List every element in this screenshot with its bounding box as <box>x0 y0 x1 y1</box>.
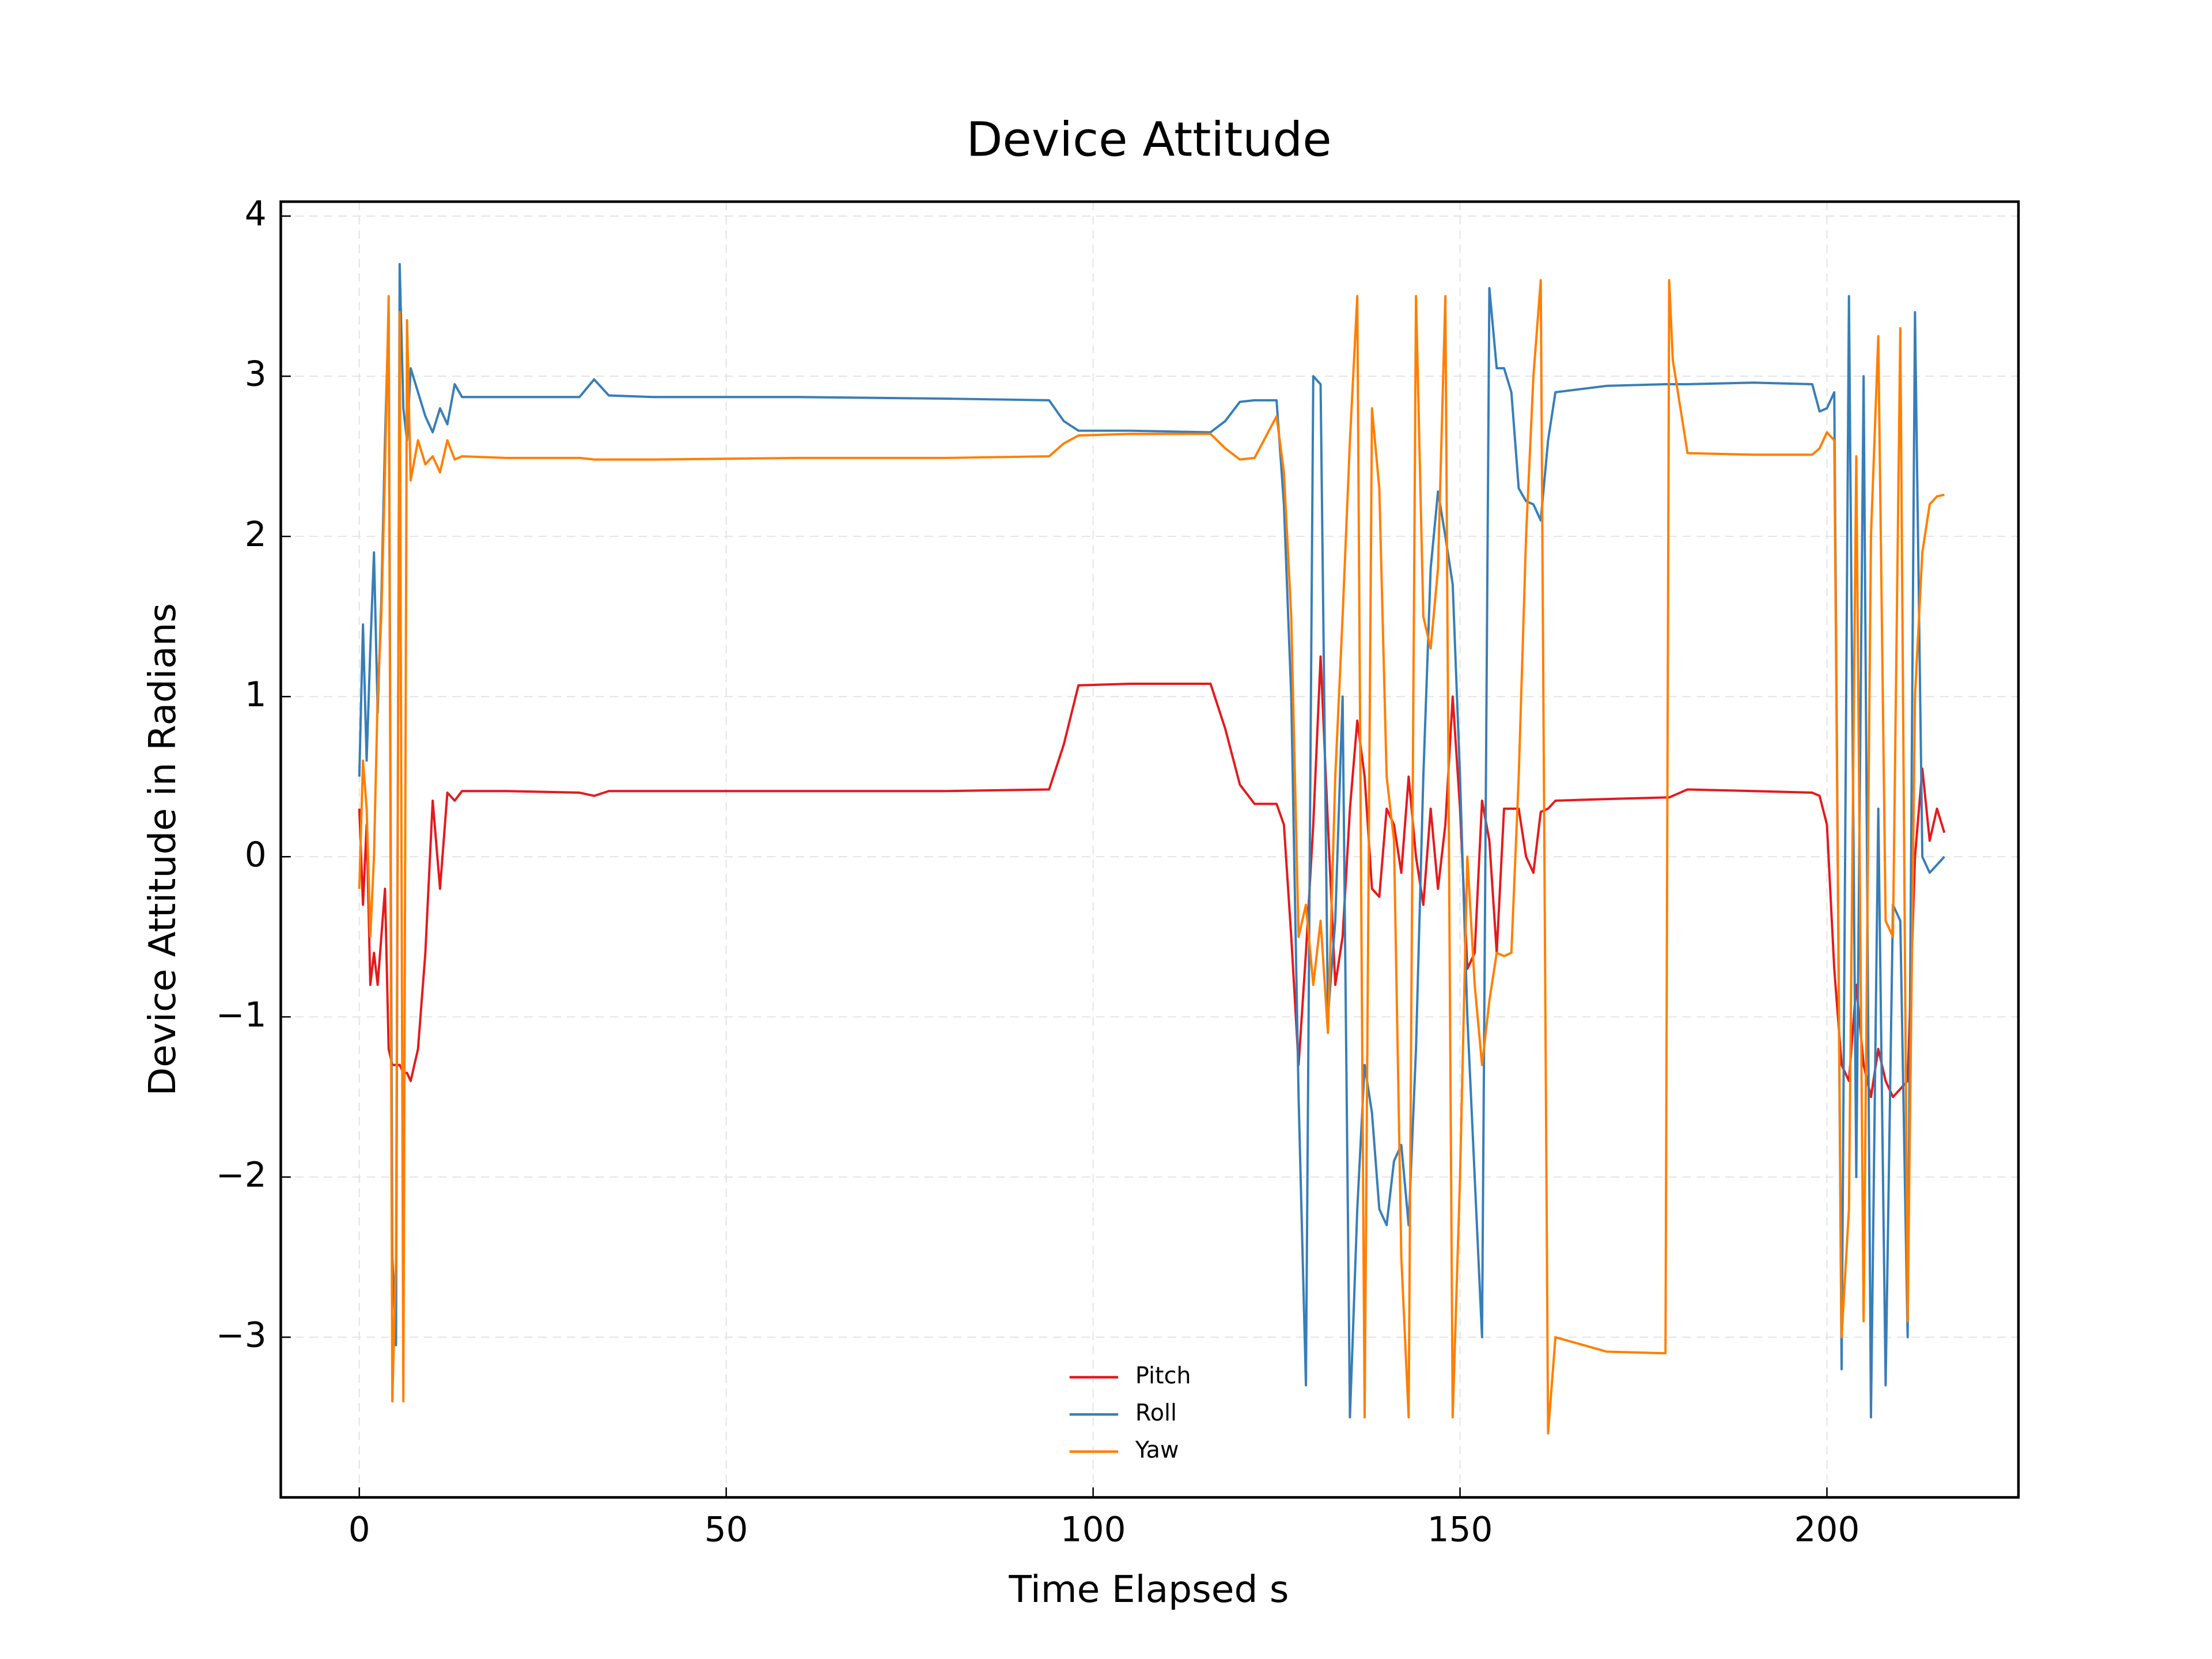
y-tick-label: −2 <box>216 1156 267 1195</box>
series-line <box>358 263 1945 1419</box>
y-tick-label: 1 <box>245 675 267 715</box>
y-tick-label: 3 <box>245 355 267 395</box>
y-tick-label: 4 <box>245 195 267 234</box>
legend-label: Yaw <box>1135 1437 1179 1464</box>
x-axis-label: Time Elapsed s <box>1008 1568 1289 1611</box>
y-tick-label: 2 <box>245 515 267 555</box>
legend-label: Pitch <box>1135 1362 1191 1389</box>
series-line <box>358 655 1946 1099</box>
plot-frame <box>279 200 2020 1499</box>
x-tick-label: 0 <box>349 1510 370 1550</box>
x-tick-label: 150 <box>1427 1510 1493 1550</box>
chart-title: Device Attitude <box>966 113 1331 168</box>
x-tick-label: 200 <box>1794 1510 1860 1550</box>
legend-label: Roll <box>1135 1400 1177 1426</box>
y-axis-label: Device Attitude in Radians <box>141 603 184 1096</box>
x-tick-label: 50 <box>704 1510 748 1550</box>
legend: Pitch Roll Yaw <box>1069 1362 1191 1464</box>
y-tick-label: 0 <box>245 835 267 875</box>
x-tick-label: 100 <box>1060 1510 1126 1550</box>
series-line <box>358 279 1945 1435</box>
y-tick-label: −1 <box>216 995 267 1035</box>
y-tick-label: −3 <box>216 1316 267 1355</box>
